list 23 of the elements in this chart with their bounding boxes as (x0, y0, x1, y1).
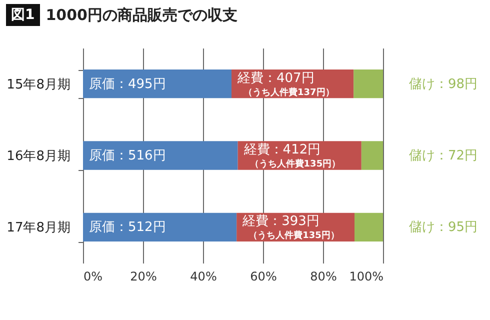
x-tick-label: 80% (310, 270, 337, 284)
annotation: 儲け：95円 (409, 220, 478, 236)
annotation: 原価：516円 (89, 148, 166, 164)
annotation: 経費：407円 (236, 70, 314, 86)
annotation: 原価：512円 (89, 220, 166, 236)
y-tick-label: 15年8月期 (6, 77, 70, 92)
annotation: 経費：412円 (242, 142, 321, 158)
annotation: （うち人件費135円） (248, 230, 340, 242)
annotation: 儲け：72円 (409, 148, 478, 164)
caption: 図1 (6, 4, 40, 26)
x-tick-label: 60% (250, 270, 277, 284)
x-tick-label: 0% (84, 270, 103, 284)
x-tick-label: 100% (349, 270, 384, 284)
annotation: 儲け：98円 (409, 76, 478, 92)
y-tick-label: 16年8月期 (6, 149, 70, 164)
x-tick-label: 20% (130, 270, 157, 284)
chart-title: 1000円の商品販売での収支 (46, 6, 238, 24)
annotation: 経費：393円 (242, 214, 320, 230)
x-tick-label: 40% (190, 270, 217, 284)
annotation: （うち人件費135円） (250, 158, 341, 170)
annotation: （うち人件費137円） (244, 86, 334, 98)
y-tick-label: 17年8月期 (6, 220, 70, 236)
annotation: 原価：495円 (89, 76, 166, 92)
